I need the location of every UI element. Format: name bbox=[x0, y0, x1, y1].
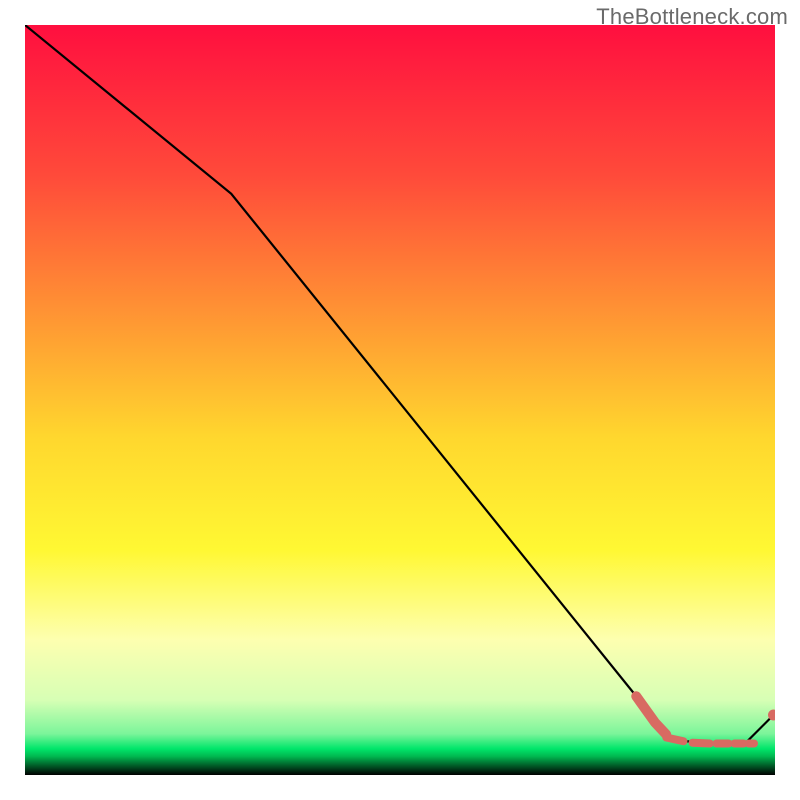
main-line bbox=[25, 25, 774, 744]
dash-segment bbox=[693, 743, 710, 744]
highlight-line bbox=[636, 696, 666, 734]
dash-segment bbox=[666, 738, 683, 742]
plot-area bbox=[25, 25, 775, 775]
chart-overlay bbox=[25, 25, 775, 775]
